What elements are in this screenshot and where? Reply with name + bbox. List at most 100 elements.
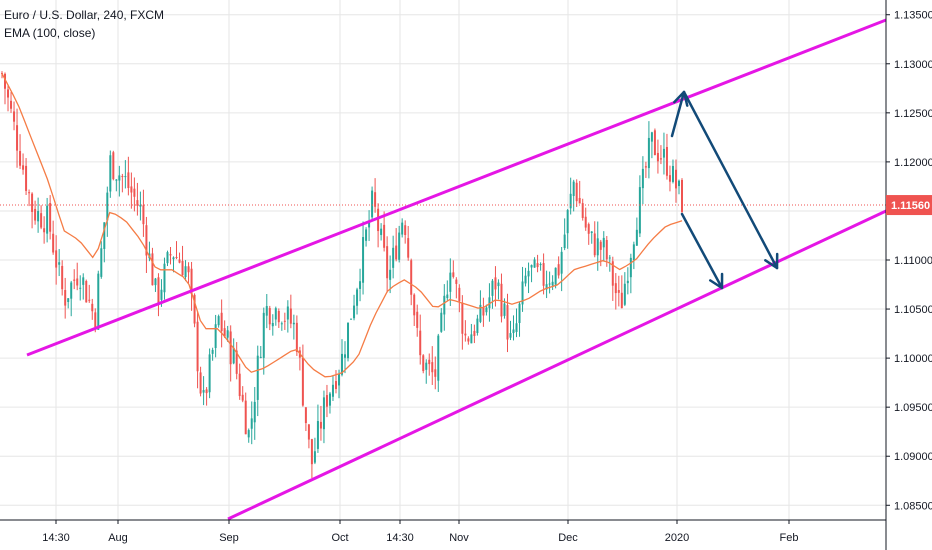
candle-body: [548, 283, 551, 285]
candle-body: [629, 257, 632, 278]
candle-body: [67, 298, 70, 303]
candle-body: [494, 277, 497, 290]
candle-body: [118, 175, 121, 181]
candle-body: [590, 231, 593, 233]
candle-body: [533, 259, 536, 268]
candle-body: [328, 393, 331, 406]
candle-body: [674, 169, 677, 189]
candle-body: [325, 395, 328, 407]
candle-body: [428, 359, 431, 365]
candle-body: [347, 322, 350, 359]
candle-body: [241, 394, 244, 401]
candle-body: [491, 280, 494, 296]
arrow-down-short[interactable]: [680, 212, 724, 290]
candle-body: [353, 305, 356, 319]
candle-body: [139, 204, 142, 207]
candle-body: [614, 283, 617, 294]
candle-body: [16, 125, 19, 151]
candle-body: [626, 280, 629, 284]
candle-body: [656, 152, 659, 162]
candle-body: [181, 260, 184, 276]
candle-body: [485, 307, 488, 313]
candle-body: [539, 264, 542, 266]
x-tick-label: 2020: [665, 532, 689, 544]
candle-body: [319, 421, 322, 429]
candle-body: [635, 229, 638, 246]
candle-body: [398, 232, 401, 260]
candle-body: [127, 172, 130, 189]
candle-body: [638, 187, 641, 234]
candle-body: [677, 180, 680, 187]
candle-body: [368, 220, 371, 228]
candle-body: [76, 278, 79, 286]
candle-body: [389, 269, 392, 280]
candle-body: [280, 323, 283, 325]
candle-body: [307, 424, 310, 440]
candle-body: [184, 266, 187, 277]
candle-body: [304, 407, 307, 424]
candle-body: [109, 155, 112, 192]
candle-body: [250, 418, 253, 429]
y-tick-label: 1.13500: [894, 10, 932, 22]
candle-body: [214, 324, 217, 349]
y-tick-label: 1.10000: [894, 353, 932, 365]
candle-body: [602, 237, 605, 248]
candle-body: [422, 355, 425, 372]
candle-body: [37, 211, 40, 222]
candle-body: [244, 400, 247, 435]
candle-body: [545, 284, 548, 290]
candle-body: [578, 197, 581, 204]
candle-body: [190, 268, 193, 295]
candle-body: [178, 259, 181, 263]
candle-body: [425, 362, 428, 370]
y-tick-label: 1.09500: [894, 402, 932, 414]
candle-body: [331, 384, 334, 397]
candle-body: [286, 306, 289, 320]
candle-body: [64, 290, 67, 306]
candle-body: [202, 390, 205, 393]
x-tick-label: Oct: [331, 532, 348, 544]
candle-body: [223, 328, 226, 337]
x-tick-label: Aug: [108, 532, 128, 544]
candle-body: [479, 304, 482, 322]
candle-body: [154, 278, 157, 286]
channel-upper-line[interactable]: [26, 18, 887, 357]
candle-body: [163, 263, 166, 293]
candle-body: [605, 240, 608, 260]
candle-body: [121, 176, 124, 178]
candle-body: [386, 246, 389, 279]
candle-body: [259, 356, 262, 358]
candle-body: [256, 355, 259, 400]
current-price-tag: 1.11560: [886, 195, 932, 216]
candle-body: [521, 281, 524, 305]
candles-group: [1, 71, 683, 479]
candle-body: [512, 329, 515, 334]
candle-body: [542, 263, 545, 286]
candle-body: [443, 295, 446, 315]
candle-body: [172, 257, 175, 260]
x-axis[interactable]: 14:30 Aug Sep Oct 14:30 Nov Dec 2020 Feb: [0, 519, 886, 544]
arrow-up[interactable]: [670, 90, 686, 138]
candle-body: [316, 421, 319, 449]
candle-body: [28, 192, 31, 194]
candle-body: [374, 192, 377, 207]
candle-body: [488, 297, 491, 309]
symbol-title[interactable]: Euro / U.S. Dollar, 240, FXCM: [4, 8, 165, 22]
candle-body: [476, 318, 479, 334]
indicator-title[interactable]: EMA (100, close): [4, 26, 96, 40]
candle-body: [145, 225, 148, 256]
x-tick-label: Dec: [558, 532, 578, 544]
candle-body: [295, 322, 298, 352]
candle-body: [112, 152, 115, 180]
current-price-tag-bg: [886, 195, 932, 216]
candle-body: [226, 330, 229, 338]
candle-body: [70, 282, 73, 299]
candle-body: [650, 132, 653, 142]
legend: Euro / U.S. Dollar, 240, FXCM EMA (100, …: [4, 6, 164, 42]
candle-body: [461, 302, 464, 334]
arrow-down-long[interactable]: [682, 90, 779, 270]
candle-body: [88, 299, 91, 301]
candle-body: [371, 190, 374, 218]
drawings-group[interactable]: [26, 18, 887, 521]
